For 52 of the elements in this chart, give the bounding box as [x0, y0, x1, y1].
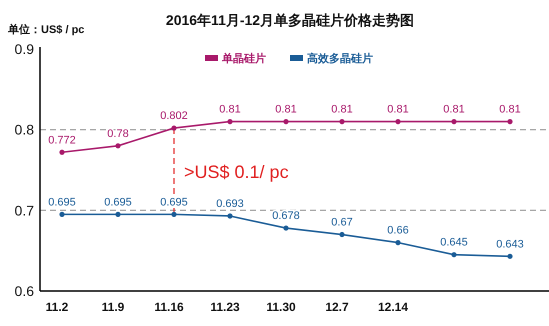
data-label: 0.81	[499, 104, 521, 116]
point	[115, 212, 121, 217]
point	[227, 119, 233, 124]
point	[59, 150, 65, 155]
legend-label: 高效多晶硅片	[307, 52, 373, 65]
point	[451, 119, 457, 124]
data-label: 0.67	[331, 216, 353, 229]
data-label: 0.81	[443, 104, 465, 116]
y-tick-label: 0.7	[14, 202, 34, 218]
data-label: 0.802	[160, 110, 188, 122]
data-label: 0.645	[440, 236, 468, 249]
x-tick-label: 11.16	[154, 300, 184, 314]
ref-line-label: >US$ 0.1/ pc	[184, 162, 289, 182]
data-label: 0.772	[48, 134, 76, 146]
data-label: 0.678	[272, 210, 300, 222]
data-label: 0.695	[48, 196, 76, 208]
point	[339, 119, 345, 124]
point	[59, 212, 65, 217]
data-label: 0.81	[331, 104, 353, 116]
point	[507, 119, 513, 124]
x-tick-label: 11.9	[102, 300, 125, 314]
point	[451, 252, 457, 258]
point	[171, 125, 177, 131]
point	[171, 212, 177, 217]
point	[283, 119, 289, 124]
point	[283, 225, 289, 231]
chart-title: 2016年11月-12月单多晶硅片价格走势图	[166, 12, 414, 28]
y-tick-label: 0.8	[14, 122, 34, 138]
point	[395, 240, 401, 246]
x-tick-label: 12.14	[378, 300, 408, 314]
point	[507, 254, 513, 259]
data-label: 0.643	[496, 238, 524, 250]
x-tick-label: 12.7	[325, 300, 349, 314]
x-tick-label: 11.23	[210, 300, 240, 314]
y-tick-label: 0.6	[14, 283, 34, 299]
y-tick-label: 0.9	[14, 41, 34, 57]
data-label: 0.693	[216, 198, 244, 210]
data-label: 0.695	[104, 196, 132, 208]
data-label: 0.81	[387, 104, 409, 116]
legend-label: 单晶硅片	[221, 52, 266, 65]
x-tick-label: 11.2	[46, 300, 69, 314]
point	[395, 119, 401, 124]
data-label: 0.81	[275, 104, 297, 116]
data-label: 0.66	[387, 224, 409, 237]
x-tick-label: 11.30	[266, 300, 296, 314]
y-axis-title: 单位：US$ / pc	[7, 23, 84, 36]
point	[227, 213, 233, 219]
data-label: 0.78	[107, 128, 129, 140]
point	[115, 143, 121, 148]
point	[339, 232, 345, 238]
data-label: 0.81	[219, 104, 241, 116]
data-label: 0.695	[160, 196, 188, 208]
